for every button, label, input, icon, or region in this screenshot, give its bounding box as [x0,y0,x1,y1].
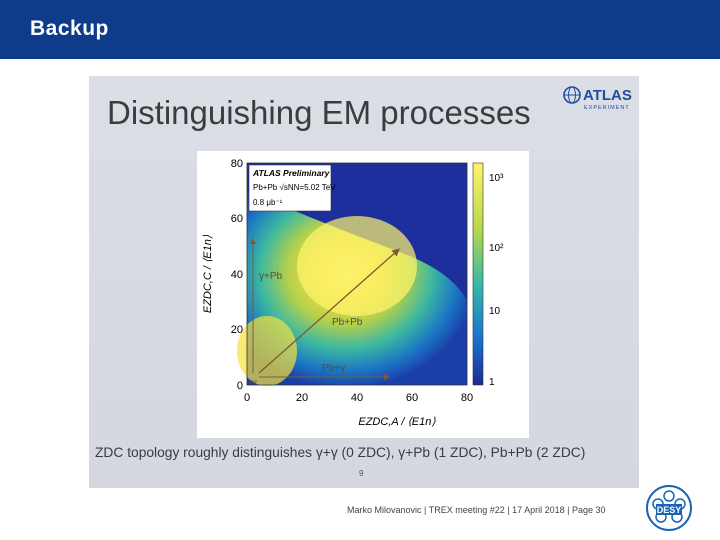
region-label-pb-gamma: Pb+γ [322,363,345,374]
x-axis-label: EZDC,A / ⟨E1n⟩ [358,416,436,428]
color-scale-bar [472,162,484,386]
y-tick: 0 [237,380,243,392]
y-axis-ticks: 0 20 40 60 80 [231,158,243,392]
x-tick: 80 [461,392,473,404]
embedded-slide-page-number: 9 [359,469,364,478]
embedded-slide-caption: ZDC topology roughly distinguishes γ+γ (… [95,445,586,460]
y-tick: 80 [231,158,243,170]
diagonal-arrow [258,248,400,374]
z-tick: 10³ [489,173,504,184]
desy-logo: DESY [646,485,692,531]
x-tick: 60 [406,392,418,404]
z-tick: 10² [489,243,504,254]
desy-logo-text: DESY [657,505,682,515]
y-axis-label: EZDC,C / ⟨E1n⟩ [202,234,214,313]
x-tick: 40 [351,392,363,404]
y-tick: 40 [231,269,243,281]
region-label-gamma-gamma: γ+γ [249,379,257,385]
z-tick: 10 [489,306,501,317]
x-axis-ticks: 0 20 40 60 80 [244,392,473,404]
plot-legend-box [248,164,332,212]
atlas-logo-subtext: EXPERIMENT [584,105,630,111]
x-tick: 0 [244,392,250,404]
region-label-gamma-pb: γ+Pb [259,271,283,282]
heatmap-plot-svg: ATLAS Preliminary Pb+Pb √sNN=5.02 TeV 0.… [202,158,504,428]
slide-title: Backup [30,17,109,40]
zdc-correlation-plot: ATLAS Preliminary Pb+Pb √sNN=5.02 TeV 0.… [197,151,529,438]
atlas-logo: ATLAS EXPERIMENT [563,86,632,111]
y-tick: 60 [231,213,243,225]
density-peak [297,216,417,316]
atlas-logo-text: ATLAS [583,87,632,104]
desy-ring [646,485,692,531]
y-tick: 20 [231,324,243,336]
z-axis-ticks: 1 10 10² 10³ [489,173,504,388]
embedded-slide-title: Distinguishing EM processes [107,94,531,131]
legend-atlas-label: ATLAS Preliminary [252,168,331,178]
slide-header-bar: Backup [0,0,720,59]
slide-footer: Marko Milovanovic | TREX meeting #22 | 1… [347,505,606,515]
embedded-slide-image: Distinguishing EM processes ATLAS EXPERI… [89,76,639,488]
plot-frame [246,162,468,386]
desy-label-bg [656,504,682,515]
z-tick: 1 [489,377,495,388]
x-tick: 20 [296,392,308,404]
region-label-pb-pb: Pb+Pb [332,317,363,328]
legend-luminosity: 0.8 μb⁻¹ [253,198,283,207]
legend-collision: Pb+Pb √sNN=5.02 TeV [253,183,336,192]
